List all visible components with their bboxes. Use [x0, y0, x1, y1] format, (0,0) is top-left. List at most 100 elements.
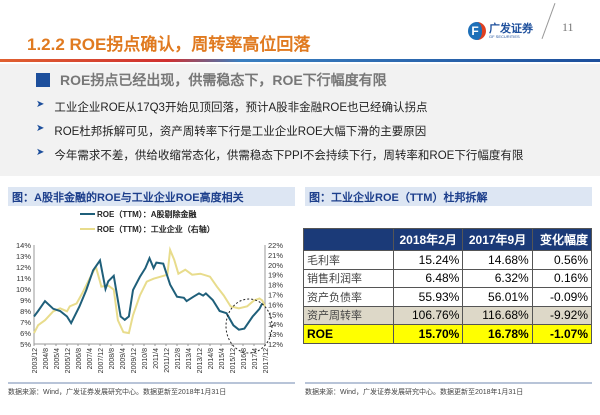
right-tick-label: 17% [268, 291, 283, 300]
headline-text: ROE拐点已经出现，供需稳态下，ROE下行幅度有限 [60, 72, 387, 88]
cell-value: 15.70% [392, 324, 464, 344]
cell-value: 55.93% [392, 287, 464, 307]
bullet-item: ➤ 工业企业ROE从17Q3开始见顶回落，预计A股非金融ROE也已经确认拐点 [36, 99, 428, 115]
cell-value: 6.48% [392, 268, 464, 288]
left-tick-label: 13% [16, 252, 31, 261]
header-rule [0, 59, 600, 62]
table-row: 资产负债率 55.93% 56.01% -0.09% [303, 287, 593, 307]
dupont-table: 2018年2月 2017年9月 变化幅度 毛利率 15.24% 14.68% 0.56… [303, 228, 593, 344]
x-tick-label: 2010/8 [142, 348, 149, 370]
x-tick-label: 2013/12 [197, 348, 204, 373]
series-line-2 [33, 245, 266, 335]
x-tick-label: 2015/4 [219, 348, 226, 370]
table-title: 图：工业企业ROE（TTM）杜邦拆解 [305, 187, 592, 206]
column-header: 2018年2月 [392, 228, 464, 251]
legend-label: ROE（TTM）：工业企业（右轴） [97, 224, 215, 234]
cell-value: 6.32% [462, 268, 533, 288]
square-bullet-icon [36, 73, 50, 87]
cell-value: 14.68% [462, 250, 533, 270]
column-header: 变化幅度 [531, 228, 593, 251]
bullet-text: 今年需求不差，供给收缩常态化，供需稳态下PPI不会持续下行，周转率和ROE下行幅… [54, 150, 524, 162]
right-tick-label: 21% [268, 251, 283, 260]
x-tick-label: 2011/4 [153, 348, 160, 369]
chart-source: 数据来源：Wind，广发证券发展研究中心。数据更新至2018年1月31日 [8, 382, 295, 397]
bullet-text: ROE杜邦拆解可见，资产周转率下行是工业企业ROE大幅下滑的主要原因 [54, 126, 427, 138]
left-tick-label: 12% [16, 263, 31, 272]
cell-value: -1.07% [531, 324, 593, 344]
logo-mark-icon: F [468, 22, 486, 40]
legend-label: ROE（TTM）：A股剔除金融 [97, 209, 197, 219]
row-label: 资产负债率 [303, 287, 394, 307]
table-source: 数据来源：Wind，广发证券发展研究中心。数据更新至2018年1月31日 [305, 382, 592, 397]
summary-headline: ROE拐点已经出现，供需稳态下，ROE下行幅度有限 [36, 70, 387, 90]
left-tick-label: 7% [20, 318, 31, 327]
logo-name: 广发证券 [489, 22, 533, 35]
table-row: ROE 15.70% 16.78% -1.07% [303, 324, 593, 344]
bullet-item: ➤ ROE杜邦拆解可见，资产周转率下行是工业企业ROE大幅下滑的主要原因 [36, 123, 426, 139]
company-logo: F 广发证券 GF SECURITIES [468, 20, 548, 42]
table-header-row: 2018年2月 2017年9月 变化幅度 [303, 228, 593, 251]
cell-value: 56.01% [462, 287, 533, 307]
x-tick-label: 2013/4 [186, 348, 193, 370]
right-tick-label: 13% [268, 330, 283, 339]
x-tick-label: 2009/12 [131, 348, 138, 373]
x-tick-label: 2016/8 [241, 348, 248, 370]
right-tick-label: 18% [268, 281, 283, 290]
arrow-bullet-icon: ➤ [36, 147, 45, 158]
cell-value: 15.24% [392, 250, 464, 270]
arrow-bullet-icon: ➤ [36, 123, 45, 134]
cell-value: 0.56% [531, 250, 593, 270]
chart-title: 图：A股非金融的ROE与工业企业ROE高度相关 [8, 187, 295, 206]
table-row: 资产周转率 106.76% 116.68% -9.92% [303, 305, 593, 325]
x-tick-label: 2004/8 [43, 348, 50, 370]
right-tick-label: 12% [268, 340, 283, 349]
x-tick-label: 2015/12 [230, 348, 237, 373]
right-tick-label: 16% [268, 300, 283, 309]
row-label: 毛利率 [303, 250, 394, 270]
table-row: 销售利润率 6.48% 6.32% 0.16% [303, 268, 593, 288]
page-number: 11 [562, 20, 574, 34]
row-label: 资产周转率 [303, 305, 394, 325]
arrow-bullet-icon: ➤ [36, 99, 45, 110]
cell-value: -0.09% [531, 287, 593, 307]
bullet-item: ➤ 今年需求不差，供给收缩常态化，供需稳态下PPI不会持续下行，周转率和ROE下行… [36, 147, 523, 163]
summary-box [0, 64, 600, 176]
left-tick-label: 5% [20, 340, 31, 349]
left-tick-label: 8% [20, 307, 31, 316]
right-tick-label: 19% [268, 271, 283, 280]
right-tick-label: 22% [268, 241, 283, 250]
table-row: 毛利率 15.24% 14.68% 0.56% [303, 250, 593, 270]
x-tick-label: 2006/8 [76, 348, 83, 370]
x-tick-label: 2005/12 [65, 348, 72, 373]
x-tick-label: 2014/8 [208, 348, 215, 370]
right-tick-label: 20% [268, 261, 283, 270]
column-header: 2017年9月 [462, 228, 533, 251]
x-tick-label: 2007/4 [87, 348, 94, 370]
row-label: ROE [303, 324, 394, 344]
left-tick-label: 6% [20, 329, 31, 338]
left-tick-label: 10% [16, 285, 31, 294]
slide-title: 1.2.2 ROE拐点确认，周转率高位回落 [27, 35, 311, 54]
x-tick-label: 2017/4 [252, 348, 259, 370]
row-label: 销售利润率 [303, 268, 394, 288]
column-header [303, 228, 394, 251]
left-tick-label: 11% [17, 274, 32, 283]
right-tick-label: 15% [268, 310, 283, 319]
x-tick-label: 2008/8 [109, 348, 116, 370]
left-tick-label: 9% [20, 296, 31, 305]
roe-line-chart: 5%6%7%8%9%10%11%12%13%14%12%13%14%15%16%… [16, 209, 283, 373]
cell-value: 0.16% [531, 268, 593, 288]
right-tick-label: 14% [268, 320, 283, 329]
cell-value: 16.78% [462, 324, 533, 344]
x-tick-label: 2017/12 [263, 348, 270, 373]
series-line-1 [33, 255, 264, 331]
x-tick-label: 2007/12 [98, 348, 105, 373]
x-tick-label: 2009/4 [120, 348, 127, 370]
cell-value: 116.68% [462, 305, 533, 325]
x-tick-label: 2003/12 [32, 348, 39, 373]
x-tick-label: 2011/12 [164, 348, 171, 373]
left-tick-label: 14% [16, 241, 31, 250]
x-tick-label: 2005/4 [54, 348, 61, 370]
x-tick-label: 2012/8 [175, 348, 182, 370]
cell-value: 106.76% [392, 305, 464, 325]
